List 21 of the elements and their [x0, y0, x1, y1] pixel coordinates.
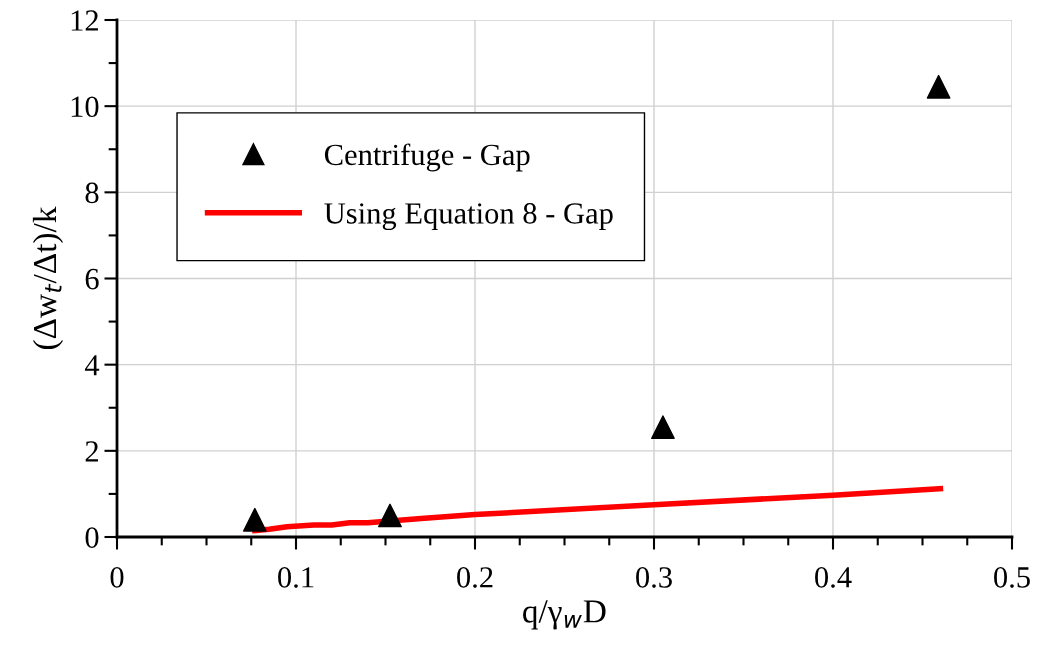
point: [651, 415, 675, 440]
y-axis-title: (Δw$_{t}$/Δt)/k: [32, 206, 64, 350]
y-tick-label: 0: [85, 527, 99, 548]
y-tick-label: 12: [71, 10, 98, 31]
x-axis-title: q/γ$_{w}$D: [523, 600, 606, 630]
x-tick-label: 0: [110, 567, 124, 588]
y-tick-label: 10: [71, 96, 99, 118]
y-tick-label: 6: [85, 268, 99, 290]
x-tick-label: 0.5: [994, 567, 1030, 588]
y-tick-label: 8: [85, 182, 99, 204]
x-tick-label: 0.4: [815, 567, 852, 588]
point: [242, 507, 267, 532]
point: [378, 503, 402, 528]
x-tick-label: 0.3: [636, 567, 672, 588]
x-tick-label: 0.2: [457, 567, 493, 588]
y-tick-label: 2: [85, 441, 98, 462]
y-tick-label: 4: [84, 355, 100, 376]
legend-label: Using Equation 8 - Gap: [324, 203, 613, 231]
legend-label: Centrifuge - Gap: [324, 143, 530, 172]
x-tick-label: 0.1: [278, 567, 314, 588]
point: [926, 74, 951, 99]
